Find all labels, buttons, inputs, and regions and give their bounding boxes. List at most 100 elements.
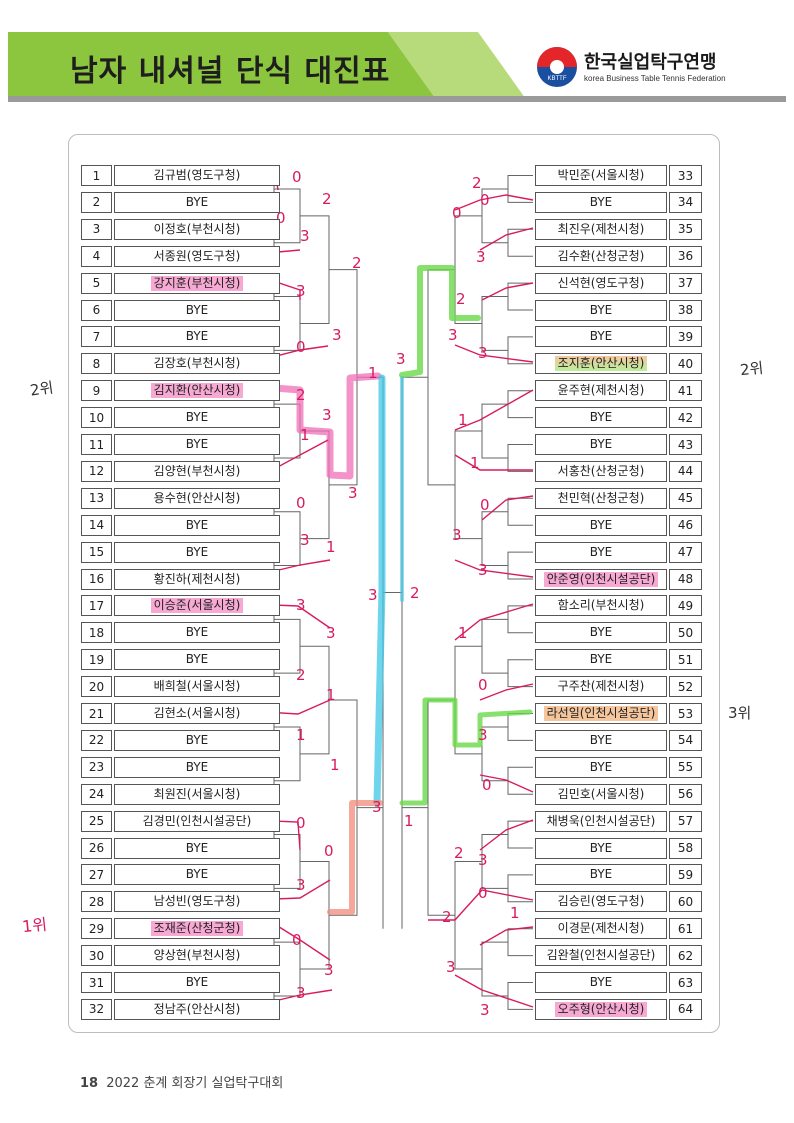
player-row: 8 김장호(부천시청) [81,353,280,375]
player-name-cell: BYE [114,326,280,348]
seed-number: 16 [81,568,112,590]
player-name: 양상현(부천시청) [153,948,241,963]
player-row: 29 조재준(산청군청) [81,918,280,940]
player-name: 이경문(제천시청) [557,921,645,936]
player-row: 21 김현소(서울시청) [81,703,280,724]
player-row: BYE 46 [535,514,702,536]
rank-note-2-right: 2위 [739,358,765,380]
page-header: 남자 내셔널 단식 대진표 KBTTF 한국실업탁구연맹 korea Busin… [8,32,786,102]
player-name: BYE [589,732,613,747]
seed-number: 32 [81,998,112,1020]
player-row: 윤주현(제천시청) 41 [535,380,702,402]
seed-number: 54 [669,729,702,751]
player-name-cell: BYE [535,756,667,778]
rank-note-1-left: 1위 [21,914,48,937]
player-row: 17 이승준(서울시청) [81,595,280,617]
seed-number: 10 [81,407,112,429]
player-name: 김지환(안산시청) [150,383,244,399]
player-row: 김민호(서울시청) 56 [535,783,702,805]
player-name: 천민혁(산청군청) [557,490,645,505]
player-name-cell: BYE [535,729,667,751]
player-name: BYE [589,410,613,425]
player-row: BYE 47 [535,541,702,563]
player-name: BYE [185,437,209,451]
player-name-cell: BYE [535,649,667,671]
player-row: 오주형(안산시청) 64 [535,998,702,1020]
player-name-cell: 남성빈(영도구청) [114,891,280,913]
player-name: BYE [589,194,613,209]
player-row: 20 배희철(서울시청) [81,676,280,698]
player-row: BYE 38 [535,299,702,321]
seed-number: 35 [669,218,702,240]
seed-number: 29 [81,918,112,940]
seed-number: 5 [81,272,112,294]
seed-number: 19 [81,649,112,671]
seed-number: 34 [669,191,702,213]
seed-number: 18 [81,622,112,644]
player-name-cell: BYE [114,514,280,536]
player-name-cell: BYE [114,407,280,429]
player-name-cell: BYE [535,864,667,886]
player-name-cell: BYE [114,434,280,455]
player-row: 최진우(제천시청) 35 [535,218,702,240]
player-name-cell: 김지환(안산시청) [114,380,280,402]
player-name-cell: 황진하(제천시청) [114,568,280,590]
rank-note-2-left: 2위 [28,378,55,400]
seed-number: 26 [81,837,112,859]
player-name: BYE [185,544,209,559]
player-name-cell: 서홍찬(산청군청) [535,460,667,482]
player-name-cell: BYE [114,191,280,213]
player-name-cell: 박민준(서울시청) [535,165,667,186]
player-name-cell: 라선일(인천시설공단) [535,703,667,724]
player-name-cell: 신석현(영도구청) [535,272,667,294]
player-name: 김규범(영도구청) [153,168,241,182]
seed-number: 48 [669,568,702,590]
seed-number: 7 [81,326,112,348]
seed-number: 21 [81,703,112,724]
player-name: 이승준(서울시청) [150,598,244,614]
player-name-cell: BYE [114,864,280,886]
federation-logo-icon: KBTTF [537,47,577,87]
seed-number: 14 [81,514,112,536]
player-row: 16 황진하(제천시청) [81,568,280,590]
player-row: 28 남성빈(영도구청) [81,891,280,913]
player-row: BYE 39 [535,326,702,348]
player-name: BYE [185,625,209,640]
player-row: 14 BYE [81,514,280,536]
player-name-cell: 김현소(서울시청) [114,703,280,724]
player-name: 김현소(서울시청) [153,706,241,720]
player-name-cell: BYE [535,326,667,348]
player-row: 2 BYE [81,191,280,213]
seed-number: 33 [669,165,702,186]
player-name: BYE [185,329,209,344]
player-name: BYE [589,437,613,451]
player-name-cell: BYE [114,649,280,671]
player-row: BYE 63 [535,972,702,993]
player-name: BYE [185,194,209,209]
player-name: BYE [185,517,209,532]
player-row: 32 정남주(안산시청) [81,998,280,1020]
player-name-cell: BYE [535,541,667,563]
player-name: 용수현(안산시청) [153,490,241,505]
player-row: 30 양상현(부천시청) [81,945,280,967]
player-row: BYE 42 [535,407,702,429]
player-row: BYE 34 [535,191,702,213]
player-row: 함소리(부천시청) 49 [535,595,702,617]
player-name-cell: 김장호(부천시청) [114,353,280,375]
seed-number: 59 [669,864,702,886]
player-name: 이정호(부천시청) [153,221,241,236]
player-name-cell: BYE [114,541,280,563]
logo-text: KBTTF [548,76,567,82]
player-name-cell: BYE [535,972,667,993]
player-row: BYE 43 [535,434,702,455]
player-row: 18 BYE [81,622,280,644]
seed-number: 63 [669,972,702,993]
seed-number: 25 [81,810,112,832]
player-row: 15 BYE [81,541,280,563]
player-row: BYE 54 [535,729,702,751]
seed-number: 62 [669,945,702,967]
page-title: 남자 내셔널 단식 대진표 [70,54,391,89]
seed-number: 49 [669,595,702,617]
player-name: 정남주(안산시청) [153,1001,241,1016]
player-name: 황진하(제천시청) [153,571,241,586]
